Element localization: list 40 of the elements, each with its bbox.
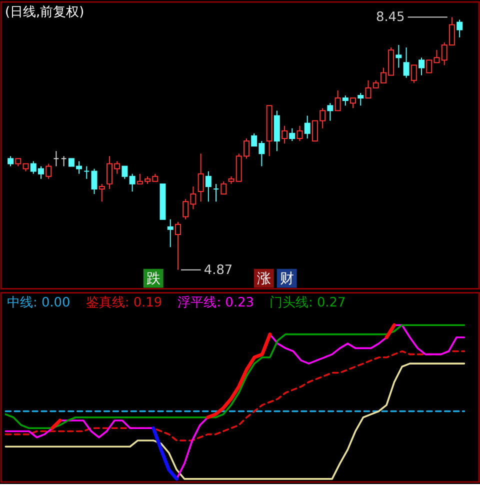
candlestick (198, 153, 204, 202)
candlestick (296, 125, 303, 142)
candlestick (396, 44, 402, 68)
candlestick (167, 218, 174, 248)
candlestick (98, 183, 105, 202)
annotation: 4.87 (204, 262, 233, 278)
candlestick (53, 150, 60, 167)
candlestick (282, 125, 288, 144)
candlestick (334, 90, 341, 112)
candlestick (342, 94, 348, 106)
candlestick (129, 173, 136, 192)
text: 鉴真线: 0.19 (86, 296, 162, 311)
candlestick (410, 64, 417, 84)
candlestick (289, 128, 296, 142)
candlestick (84, 166, 90, 180)
candlestick (365, 80, 372, 99)
candlestick (8, 156, 14, 167)
candlestick (91, 168, 98, 195)
candlestick (220, 180, 227, 195)
text: 跌 (146, 270, 160, 287)
series-label: 门头线: 0.27 (269, 294, 346, 311)
text: 财 (280, 270, 294, 287)
candlestick (418, 57, 424, 76)
annotation: 8.45 (376, 10, 405, 26)
candlestick (46, 163, 52, 180)
text: 中线: 0.00 (6, 296, 70, 311)
candlestick (60, 156, 67, 167)
candlestick (358, 92, 364, 106)
chart-title: (日线,前复权) (4, 4, 84, 20)
candlestick (213, 183, 220, 202)
text: 涨 (256, 270, 271, 287)
text: 浮平线: 0.23 (178, 296, 254, 311)
candlestick (122, 166, 128, 180)
candlestick (174, 221, 181, 270)
candlestick (327, 102, 334, 122)
candlestick (350, 98, 356, 109)
candlestick (403, 46, 410, 78)
candlestick (456, 19, 463, 38)
candlestick (205, 170, 212, 202)
candlestick (304, 115, 310, 139)
